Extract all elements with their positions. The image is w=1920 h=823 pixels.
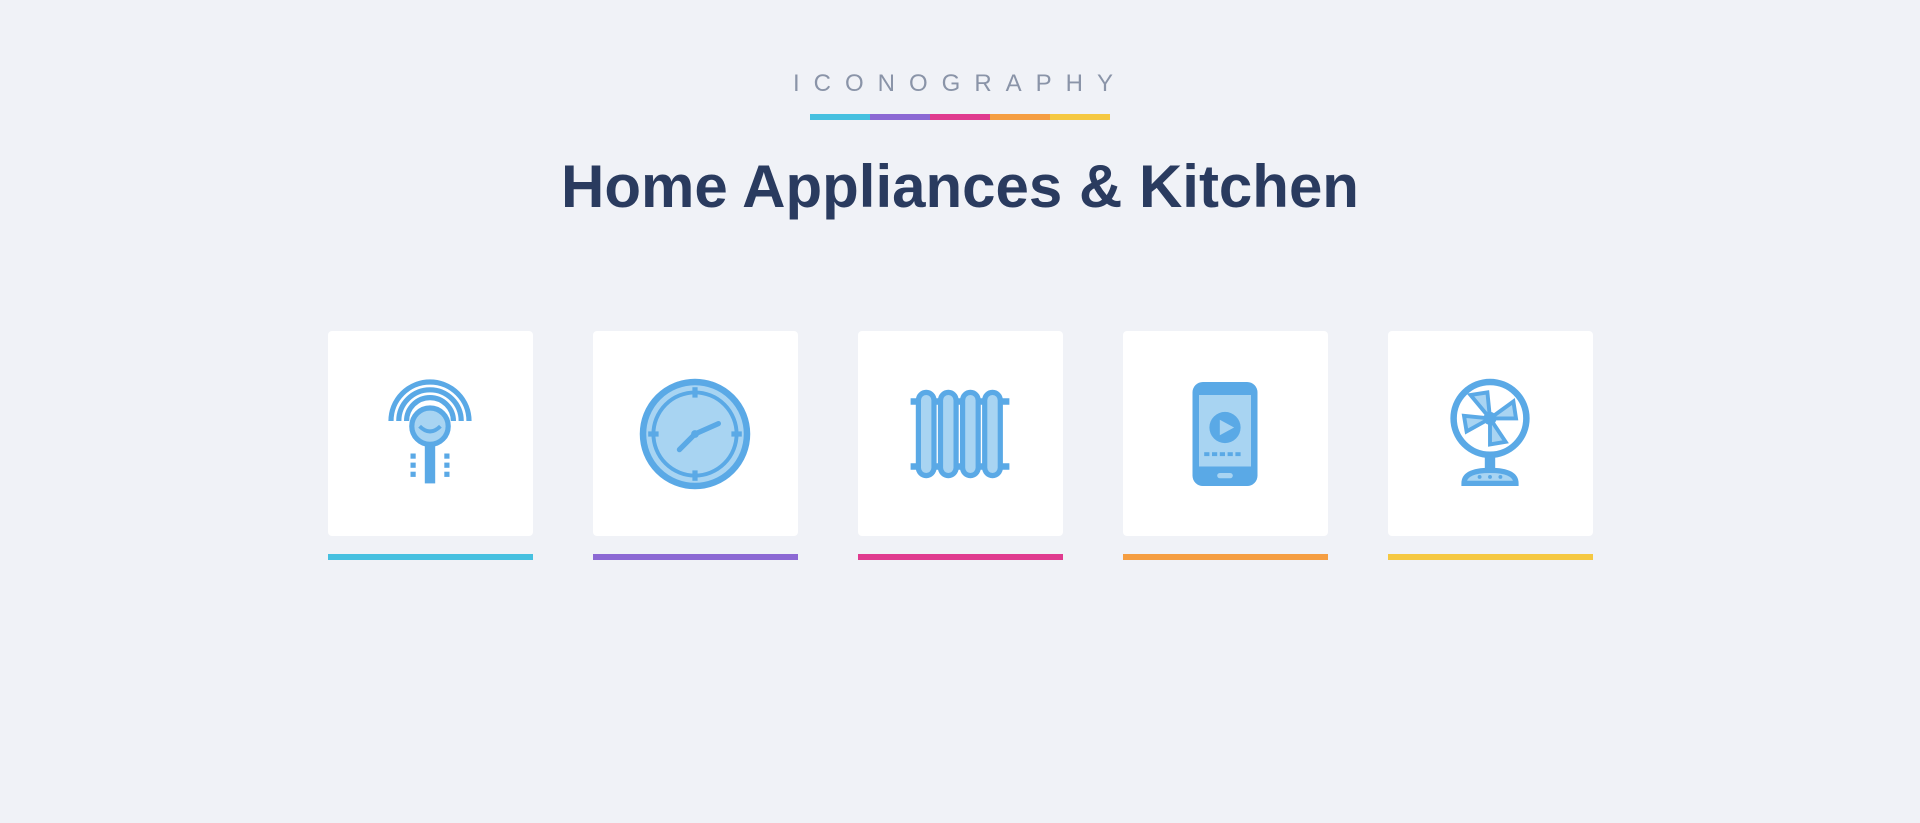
underline-segment: [870, 114, 930, 120]
underline-segment: [1050, 114, 1110, 120]
card-underline: [1123, 554, 1328, 560]
underline-segment: [930, 114, 990, 120]
mobile-play-icon: [1160, 369, 1290, 499]
card-underline: [593, 554, 798, 560]
icon-card-lightbulb: [328, 331, 533, 536]
icon-card-mobile-play: [1123, 331, 1328, 536]
card-underline: [1388, 554, 1593, 560]
brand-underlines: [810, 114, 1110, 120]
lightbulb-icon: [365, 369, 495, 499]
icon-card-fan: [1388, 331, 1593, 536]
brand-label: ICONOGRAPHY: [793, 70, 1127, 98]
icon-card-radiator: [858, 331, 1063, 536]
card-underline: [328, 554, 533, 560]
underline-segment: [810, 114, 870, 120]
icon-card-clock: [593, 331, 798, 536]
underline-segment: [990, 114, 1050, 120]
card-underline: [858, 554, 1063, 560]
radiator-icon: [895, 369, 1025, 499]
page-title: Home Appliances & Kitchen: [561, 152, 1359, 221]
icons-row: [328, 331, 1593, 536]
clock-icon: [630, 369, 760, 499]
fan-icon: [1425, 369, 1555, 499]
